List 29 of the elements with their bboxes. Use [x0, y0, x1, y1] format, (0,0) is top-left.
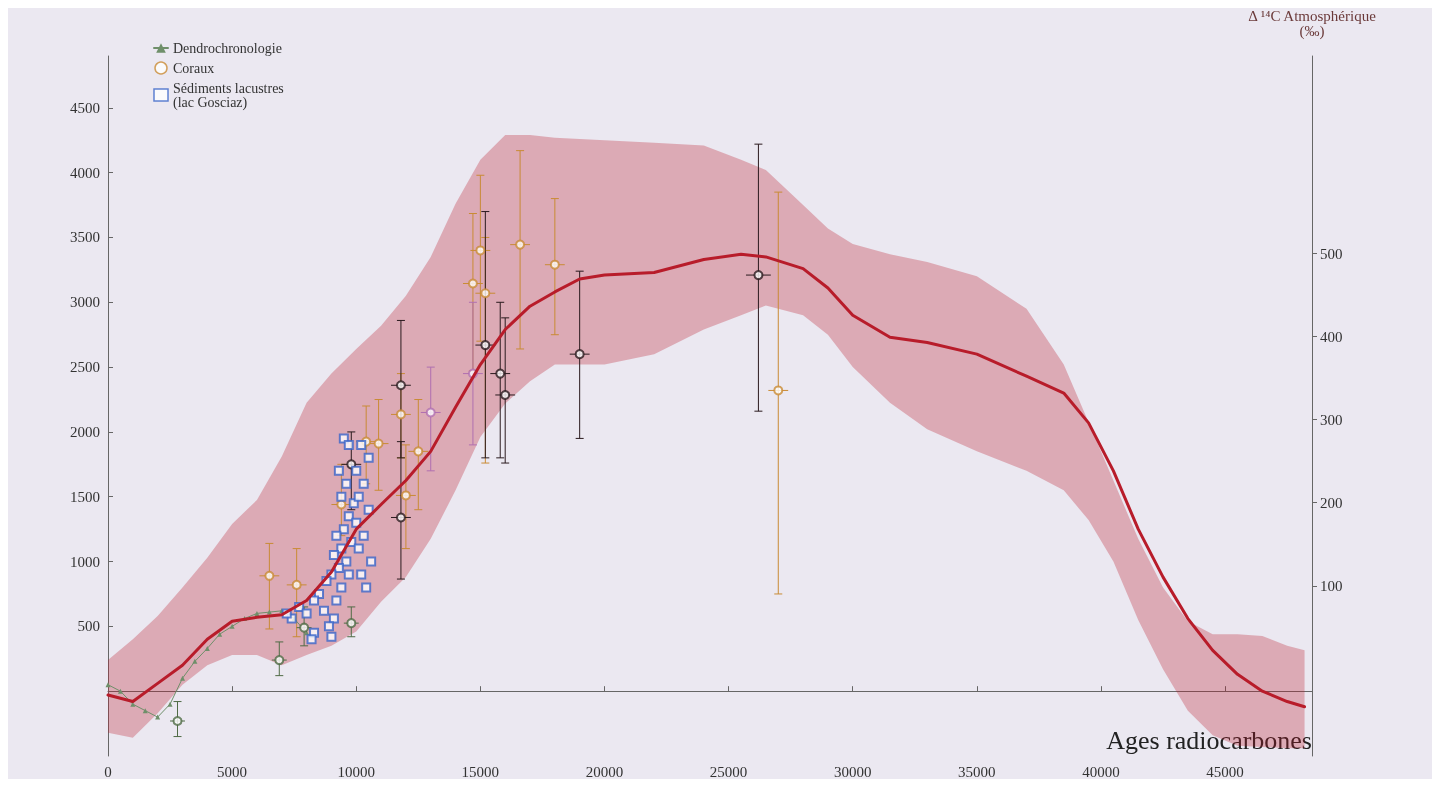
- legend-label: Dendrochronologie: [173, 40, 282, 56]
- x-tick-label: 45000: [1206, 763, 1244, 780]
- y-tick-label: 4500: [70, 99, 100, 116]
- y-tick-label: 2000: [70, 423, 100, 440]
- x-axis-title: Ages radiocarbones: [1106, 725, 1312, 755]
- legend-label: Coraux: [173, 60, 215, 76]
- x-tick-label: 10000: [337, 763, 375, 780]
- x-tick-label: 15000: [461, 763, 500, 780]
- y-tick-label: 1500: [70, 488, 100, 505]
- x-tick-label: 0: [104, 763, 112, 780]
- y2-axis-title: Δ ¹⁴C Atmosphérique (‰): [1248, 7, 1377, 40]
- y2-tick-label: 400: [1320, 328, 1343, 345]
- y-tick-label: 3000: [70, 294, 100, 311]
- y-tick-label: 1000: [70, 553, 100, 570]
- legend-label: Sédiments lacustres (lac Gosciaz): [173, 80, 284, 111]
- y2-tick-label: 100: [1320, 577, 1343, 594]
- y2-tick-label: 200: [1320, 494, 1343, 511]
- y-tick-label: 2500: [70, 359, 100, 376]
- y2-tick-label: 500: [1320, 245, 1343, 262]
- y-tick-label: 4000: [70, 164, 100, 181]
- y-tick-label: 500: [77, 618, 100, 635]
- x-tick-label: 20000: [585, 763, 624, 780]
- x-tick-label: 30000: [833, 763, 872, 780]
- x-tick-label: 5000: [217, 763, 248, 780]
- x-tick-label: 25000: [709, 763, 748, 780]
- x-tick-label: 40000: [1082, 763, 1120, 780]
- y2-tick-label: 300: [1320, 411, 1343, 428]
- x-tick-label: 35000: [958, 763, 996, 780]
- y-tick-label: 3500: [70, 229, 100, 246]
